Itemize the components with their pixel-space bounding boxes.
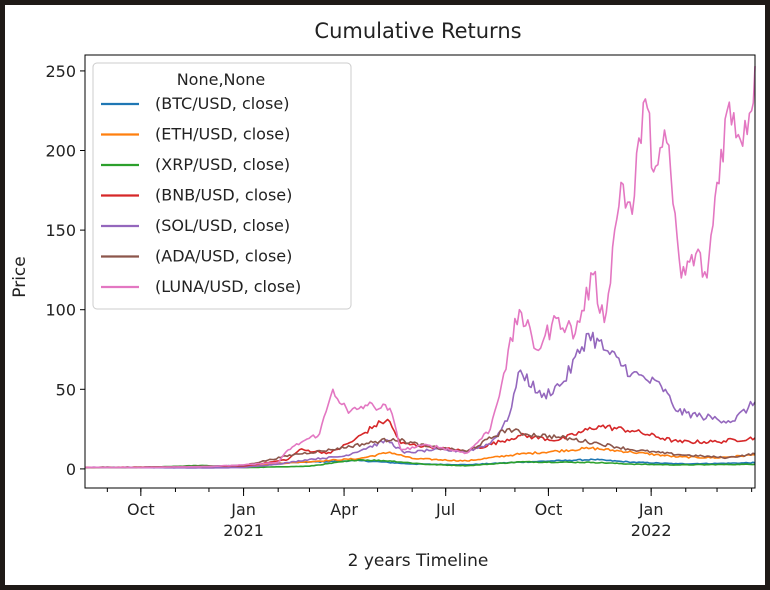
figure-canvas: Cumulative Returns Price 2 years Timelin… bbox=[5, 5, 765, 585]
axes: 0 50 100 150 200 250 Oct Jan 2021 Apr Jul Oct Jan 202… bbox=[45, 54, 756, 540]
legend-box bbox=[92, 62, 352, 310]
y-tick-label: 100 bbox=[45, 301, 76, 320]
legend-entry-label: (BTC/USD, close) bbox=[155, 94, 289, 113]
y-tick-label: 200 bbox=[45, 142, 76, 161]
x-tick-label: Jan bbox=[638, 500, 664, 519]
series-line-3 bbox=[84, 418, 756, 469]
y-tick-label: 150 bbox=[45, 221, 76, 240]
legend-title: None,None bbox=[177, 70, 266, 89]
y-axis-label: Price bbox=[10, 256, 30, 297]
x-axis-label: 2 years Timeline bbox=[348, 551, 489, 571]
x-tick-label: Oct bbox=[127, 500, 155, 519]
y-tick-label: 50 bbox=[56, 380, 76, 399]
legend-entry-label: (BNB/USD, close) bbox=[155, 186, 292, 205]
chart-title: Cumulative Returns bbox=[314, 19, 521, 43]
x-tick-year-label: 2021 bbox=[223, 521, 264, 540]
series-line-6 bbox=[85, 66, 756, 469]
legend: None,None (BTC/USD, close) (ETH/USD, clos… bbox=[92, 62, 352, 310]
cumulative-returns-chart: Cumulative Returns Price 2 years Timelin… bbox=[10, 19, 756, 571]
legend-entry-label: (ADA/USD, close) bbox=[155, 247, 292, 266]
x-tick-label: Jul bbox=[435, 500, 455, 519]
x-tick-year-label: 2022 bbox=[631, 521, 672, 540]
legend-entry-label: (LUNA/USD, close) bbox=[155, 277, 301, 296]
legend-entry-label: (XRP/USD, close) bbox=[155, 155, 290, 174]
x-tick-label: Oct bbox=[535, 500, 563, 519]
series-lines bbox=[84, 66, 756, 469]
legend-entry-label: (SOL/USD, close) bbox=[155, 216, 290, 235]
legend-entry-label: (ETH/USD, close) bbox=[155, 125, 290, 144]
x-tick-label: Apr bbox=[330, 500, 358, 519]
y-tick-label: 250 bbox=[45, 62, 76, 81]
series-line-4 bbox=[85, 331, 756, 469]
x-tick-label: Jan bbox=[230, 500, 256, 519]
plot-frame bbox=[84, 54, 756, 489]
y-tick-label: 0 bbox=[66, 460, 76, 479]
